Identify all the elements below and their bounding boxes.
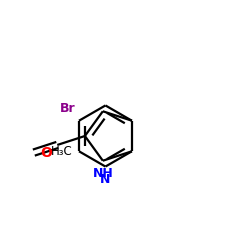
Text: O: O [40,146,52,160]
Text: H₃C: H₃C [51,145,73,158]
Text: Br: Br [60,102,75,114]
Text: N: N [100,173,111,186]
Text: NH: NH [92,167,113,180]
